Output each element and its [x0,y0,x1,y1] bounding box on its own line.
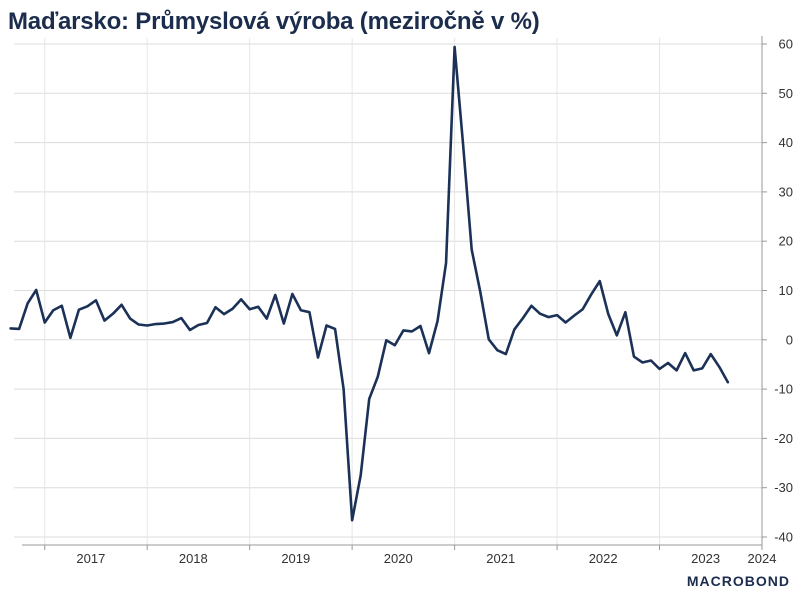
y-tick-label: 50 [779,86,793,101]
x-tick-labels: 2017 2018 2019 2020 2021 2022 2023 2024 [76,551,776,566]
y-tick-label: 20 [779,234,793,249]
y-tick-label: -10 [774,382,793,397]
x-tick-label: 2023 [691,551,720,566]
y-tick-label: 30 [779,184,793,199]
y-tick-label: -40 [774,530,793,545]
chart-title: Maďarsko: Průmyslová výroba (meziročně v… [8,8,540,35]
y-tick-label: 10 [779,283,793,298]
series-line [9,45,730,522]
x-tick-label: 2022 [589,551,618,566]
y-tick-label: 40 [779,135,793,150]
x-tick-label: 2020 [384,551,413,566]
macrobond-logo: MACROBOND [687,573,790,589]
brand-name: MACROBOND [686,573,790,589]
y-tick-label: -30 [774,480,793,495]
x-tick-label: 2021 [486,551,515,566]
axes [22,36,767,550]
x-tick-label: 2017 [76,551,105,566]
x-tick-label: 2019 [281,551,310,566]
y-tick-label: 0 [786,332,793,347]
x-tick-label: 2024 [748,551,777,566]
y-tick-label: 60 [779,37,793,52]
x-tick-label: 2018 [179,551,208,566]
gridlines [14,38,763,545]
y-tick-labels: 60 50 40 30 20 10 0 -10 -20 -30 -40 [774,37,793,545]
y-tick-label: -20 [774,431,793,446]
series [9,45,730,522]
